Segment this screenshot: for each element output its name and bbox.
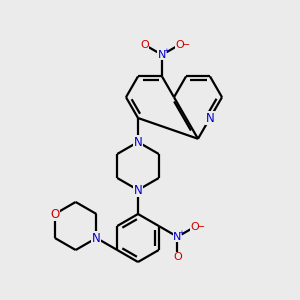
Text: N: N [206,112,214,124]
Text: N: N [158,50,166,60]
Text: O: O [191,222,200,232]
Text: −: − [197,222,205,232]
Text: N: N [173,232,182,242]
Text: O: O [50,208,59,220]
Text: O: O [175,40,184,50]
Text: +: + [178,230,184,236]
Text: N: N [92,232,101,244]
Text: N: N [134,136,142,148]
Text: O: O [173,252,182,262]
Text: +: + [163,48,169,54]
Text: N: N [134,184,142,196]
Text: O: O [140,40,149,50]
Text: −: − [182,40,190,50]
